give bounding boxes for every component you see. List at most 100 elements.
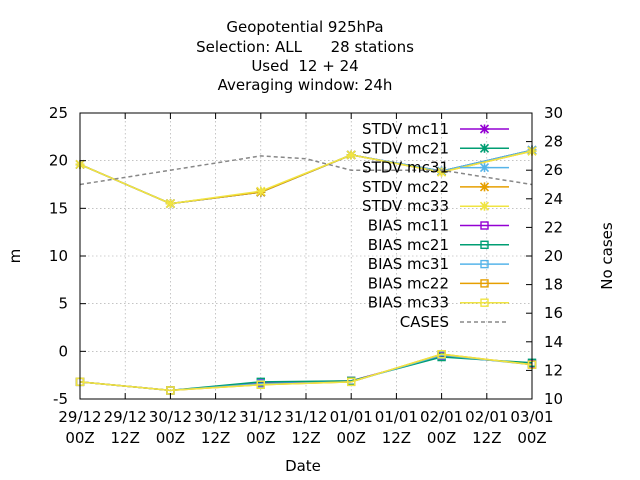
x-tick-label-time: 12Z [111,429,140,447]
y2-tick-label: 20 [544,247,563,265]
legend-entry: STDV mc21 [362,139,509,157]
legend-label: BIAS mc11 [368,217,449,235]
legend-label: STDV mc21 [362,139,449,157]
data-point-marker [347,377,356,387]
data-point-marker [479,143,490,153]
legend-entry: CASES [400,313,509,331]
legend-label: BIAS mc21 [368,236,449,254]
y2-tick-label: 22 [544,218,563,236]
x-tick-label-time: 00Z [246,429,275,447]
x-axis-label: Date [285,457,321,475]
legend-entry: STDV mc11 [362,120,509,138]
series-line [79,353,533,392]
data-point-marker [437,349,446,359]
series-bias-mc33 [75,349,537,395]
legend-entry: STDV mc31 [362,159,509,177]
data-point-marker [165,199,175,209]
x-tick-label-date: 01/01 [375,408,418,426]
x-tick-label-date: 03/01 [510,408,553,426]
data-point-marker [479,182,490,192]
y2-tick-label: 10 [544,390,563,408]
x-tick-label-date: 31/12 [284,408,327,426]
x-tick-label-time: 12Z [382,429,411,447]
plot-series [75,145,537,395]
series-stdv-mc31 [75,145,537,209]
grid [80,113,532,399]
chart-title: Geopotential 925hPa Selection: ALL 28 st… [196,18,414,94]
x-tick-label-date: 30/12 [194,408,237,426]
legend-entry: BIAS mc31 [368,255,509,273]
x-tick-label-time: 00Z [337,429,366,447]
y2-axis-label: No cases [598,222,616,290]
y-tick-label: 0 [58,342,68,360]
y-tick-label: 5 [58,295,68,313]
y2-tick-label: 14 [544,333,563,351]
x-tick-label-time: 00Z [517,429,546,447]
x-tick-label-time: 12Z [201,429,230,447]
legend-entry: BIAS mc22 [368,274,509,292]
series-stdv-mc21 [75,145,537,209]
x-tick-label-time: 12Z [472,429,501,447]
x-tick-label-date: 31/12 [239,408,282,426]
y-axis: -5 0 5 10 15 20 25 [49,104,86,408]
x-tick-label-date: 29/12 [104,408,147,426]
y2-tick-label: 18 [544,276,563,294]
y-tick-label: -5 [53,390,68,408]
title-line-3: Used 12 + 24 [251,57,358,75]
y2-tick-label: 16 [544,304,563,322]
x-tick-label-time: 12Z [291,429,320,447]
legend-entry: STDV mc22 [362,178,509,196]
data-point-marker [480,221,489,230]
legend-entry: BIAS mc11 [368,217,509,235]
data-point-marker [480,240,489,250]
series-line [79,353,533,392]
x-axis: 29/12 00Z 29/12 12Z 30/12 00Z 30/12 12Z 31/12 00Z… [58,113,554,447]
y-tick-label: 25 [49,104,68,122]
data-point-marker [256,186,266,196]
y-tick-label: 10 [49,247,68,265]
data-point-marker [346,150,356,160]
legend-label: STDV mc11 [362,120,449,138]
legend-entry: BIAS mc33 [368,294,509,312]
x-tick-label-time: 00Z [427,429,456,447]
x-tick-label-date: 30/12 [149,408,192,426]
legend-label: BIAS mc33 [368,294,449,312]
title-line-1: Geopotential 925hPa [226,18,383,36]
y2-tick-label: 30 [544,104,563,122]
legend-entry: BIAS mc21 [368,236,509,254]
x-tick-label-time: 00Z [156,429,185,447]
data-point-marker [479,201,490,211]
legend-label: STDV mc33 [362,197,449,215]
y2-axis: 10 12 14 16 18 20 22 24 26 28 30 [526,104,563,408]
data-point-marker [437,167,447,177]
y-tick-label: 15 [49,199,68,217]
y2-tick-label: 26 [544,161,563,179]
y2-tick-label: 28 [544,133,563,151]
y-tick-label: 20 [49,152,68,170]
y2-tick-label: 12 [544,361,563,379]
data-point-marker [479,124,490,134]
title-line-2: Selection: ALL 28 stations [196,38,414,56]
x-tick-label-date: 02/01 [420,408,463,426]
series-line [79,150,533,205]
y2-tick-label: 24 [544,190,563,208]
x-tick-label-time: 00Z [65,429,94,447]
legend-entry: STDV mc33 [362,197,509,215]
legend-label: CASES [400,313,449,331]
title-line-4: Averaging window: 24h [218,76,393,94]
x-tick-label-date: 02/01 [465,408,508,426]
series-stdv-mc11 [75,145,537,209]
data-point-marker [480,279,489,288]
data-point-marker [256,380,265,389]
data-point-marker [480,259,489,269]
legend-label: STDV mc31 [362,159,449,177]
legend-label: BIAS mc22 [368,274,449,292]
data-point-marker [479,163,490,173]
legend-label: BIAS mc31 [368,255,449,273]
series-cases [79,155,533,186]
x-tick-label-date: 01/01 [330,408,373,426]
data-point-marker [480,298,489,307]
series-line [79,155,533,186]
